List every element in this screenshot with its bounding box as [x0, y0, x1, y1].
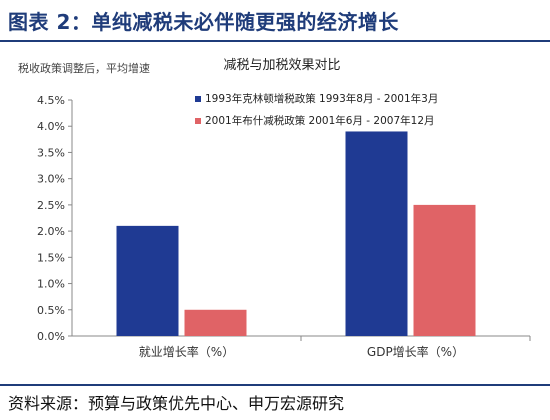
- y-tick-label: 1.0%: [37, 278, 65, 291]
- x-category-label: 就业增长率（%）: [139, 344, 234, 359]
- bar-2-1: [184, 309, 247, 336]
- bar-chart: 税收政策调整后，平均增速 减税与加税效果对比 0.0% 0.5% 1.0% 1.5% 2…: [18, 58, 531, 359]
- bar-1-1: [116, 225, 179, 336]
- figure-title: 图表 2：单纯减税未必伴随更强的经济增长: [8, 9, 399, 34]
- y-tick-label: 0.5%: [37, 304, 65, 317]
- x-category-label: GDP增长率（%）: [367, 344, 464, 359]
- y-tick-label: 4.5%: [37, 94, 65, 107]
- source-divider: [0, 384, 550, 386]
- legend-label: 1993年克林顿增税政策 1993年8月 - 2001年3月: [205, 92, 438, 105]
- title-bar: 图表 2：单纯减税未必伴随更强的经济增长: [0, 0, 550, 40]
- y-tick-label: 1.5%: [37, 251, 65, 264]
- y-tick-label: 0.0%: [37, 330, 65, 343]
- chart-title: 减税与加税效果对比: [223, 58, 340, 73]
- chart-subtitle: 税收政策调整后，平均增速: [18, 61, 150, 75]
- source-note: 资料来源：预算与政策优先中心、申万宏源研究: [8, 394, 345, 413]
- legend-swatch: [195, 96, 201, 102]
- y-tick-label: 3.0%: [37, 173, 65, 186]
- legend-swatch: [195, 118, 201, 124]
- y-tick-label: 2.0%: [37, 225, 65, 238]
- legend-label: 2001年布什减税政策 2001年6月 - 2007年12月: [205, 114, 435, 127]
- bar-2-2: [413, 204, 476, 336]
- y-tick-label: 3.5%: [37, 146, 65, 159]
- title-divider: [0, 40, 550, 42]
- y-tick-label: 4.0%: [37, 120, 65, 133]
- y-tick-label: 2.5%: [37, 199, 65, 212]
- plot-area: 0.0% 0.5% 1.0% 1.5% 2.0% 2.5% 3.0% 3.5% 4.0% 4.5%…: [37, 92, 531, 359]
- bar-1-2: [345, 131, 408, 336]
